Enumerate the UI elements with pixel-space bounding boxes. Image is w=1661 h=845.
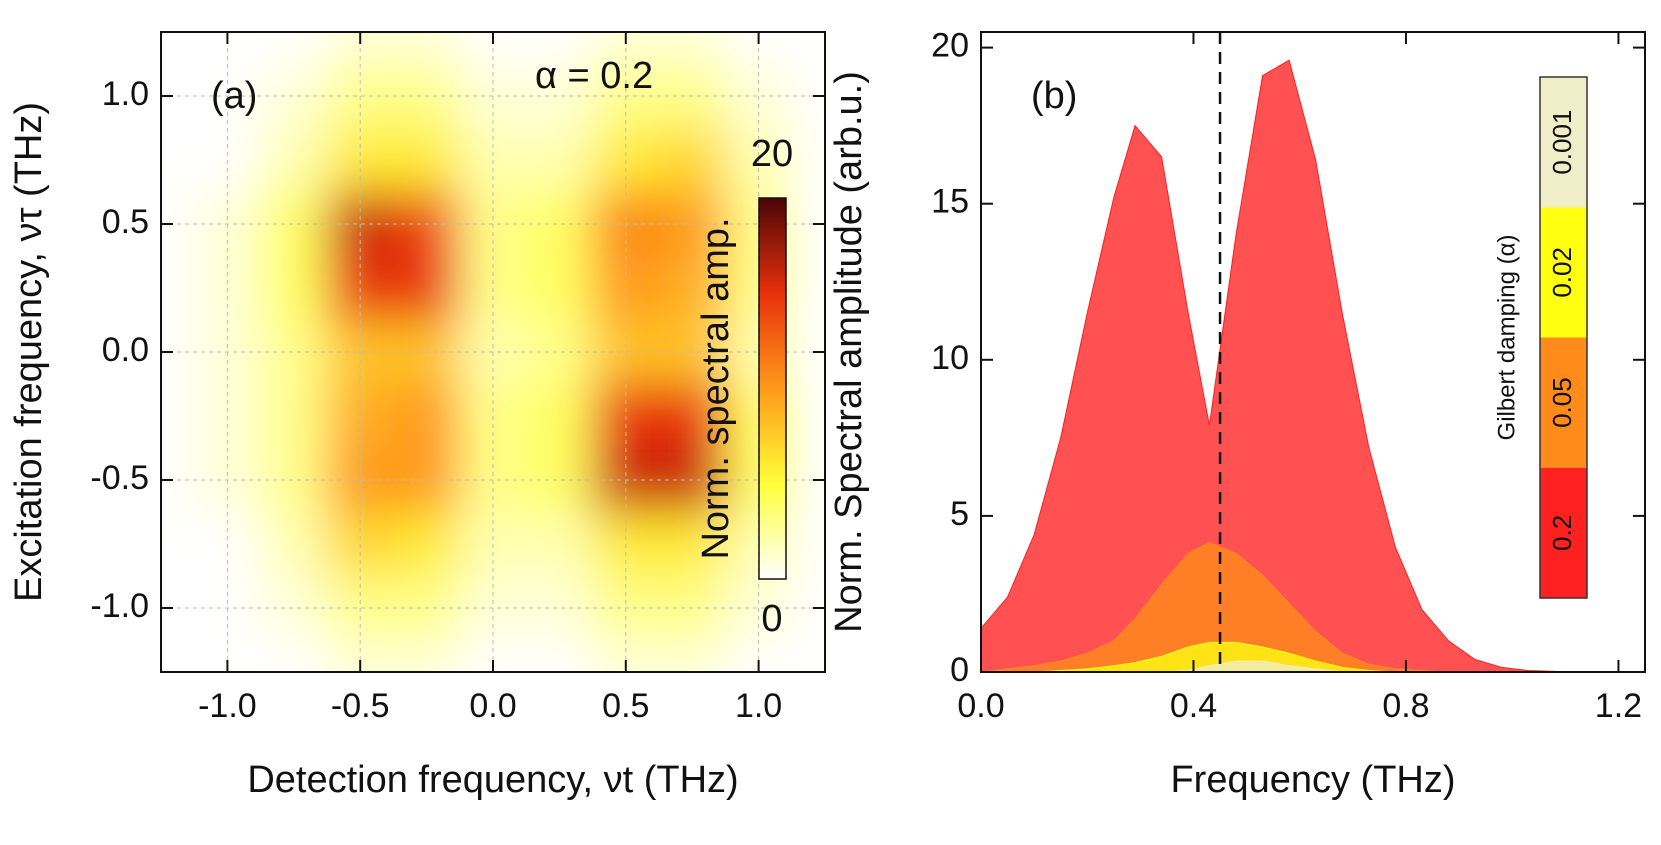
legend-label: 0.2	[1547, 515, 1577, 551]
legend-label: 0.05	[1547, 377, 1577, 428]
heatmap-cell	[791, 512, 825, 577]
heatmap-cell	[659, 640, 727, 672]
colorbar-tick-label: 20	[751, 133, 793, 175]
heatmap-cell	[161, 256, 196, 321]
plot-frame	[980, 31, 1646, 673]
heatmap-cell	[725, 64, 793, 129]
heatmap-cell	[260, 192, 328, 257]
heatmap-cell	[393, 640, 461, 672]
x-tick-label: 0.4	[1170, 687, 1217, 725]
y-tick-label: 0.0	[102, 331, 149, 369]
y-tick-label: 0.5	[102, 203, 149, 241]
y-tick-label: 10	[931, 339, 969, 377]
heatmap-cell	[725, 576, 793, 641]
heatmap-cell	[526, 384, 594, 449]
heatmap-cell	[526, 640, 594, 672]
plot-frame	[160, 31, 826, 673]
colorbar	[758, 197, 787, 580]
heatmap-cell	[393, 128, 461, 193]
heatmap-cell	[526, 448, 594, 513]
panel-label: (a)	[211, 75, 257, 117]
x-tick-label: 1.0	[735, 687, 782, 725]
heatmap-cell	[526, 128, 594, 193]
heatmap-cell	[526, 192, 594, 257]
x-tick-label: 0.5	[602, 687, 649, 725]
y-tick-label: -0.5	[90, 459, 149, 497]
x-tick-label: 0.0	[957, 687, 1004, 725]
y-axis-label: Excitation frequency, ντ (THz)	[8, 102, 50, 602]
legend-title: Gilbert damping (α)	[1493, 235, 1520, 441]
heatmap-cell	[725, 128, 793, 193]
heatmap-cell	[791, 128, 825, 193]
heatmap-cell	[260, 64, 328, 129]
y-tick-label: 0	[950, 651, 969, 689]
area	[980, 59, 1630, 673]
heatmap-cell	[260, 32, 328, 65]
legend-swatch	[1540, 77, 1587, 208]
y-tick-label: -1.0	[90, 587, 149, 625]
x-tick-label: -0.5	[331, 687, 390, 725]
heatmap-cell	[791, 256, 825, 321]
heatmap-cell	[659, 32, 727, 65]
x-axis-label: Detection frequency, νt (THz)	[247, 759, 738, 801]
panel-label: (b)	[1031, 75, 1077, 117]
heatmap-cell	[526, 512, 594, 577]
legend-label: 0.02	[1547, 247, 1577, 298]
heatmap-cell	[791, 32, 825, 65]
x-axis-label: Frequency (THz)	[1170, 759, 1455, 801]
heatmap-cell	[393, 512, 461, 577]
heatmap-cell	[659, 512, 727, 577]
colorbar-tick-label: 0	[761, 598, 782, 640]
legend-swatch	[1540, 207, 1587, 338]
heatmap-cell	[260, 448, 328, 513]
heatmap-cell	[260, 512, 328, 577]
x-tick-label: 0.8	[1382, 687, 1429, 725]
x-tick-label: 0.0	[469, 687, 516, 725]
heatmap-cell	[659, 128, 727, 193]
heatmap-cell	[161, 32, 196, 65]
annotation: α = 0.2	[535, 55, 653, 97]
heatmap-cell	[393, 32, 461, 65]
heatmap-cell	[260, 576, 328, 641]
heatmap-cell	[260, 640, 328, 672]
heatmap-cell	[161, 640, 196, 672]
heatmap-cell	[393, 384, 461, 449]
heatmap-cell	[260, 384, 328, 449]
colorbar-label: Norm. spectral amp.	[695, 217, 737, 559]
legend-swatch	[1540, 467, 1587, 598]
heatmap-cell	[260, 256, 328, 321]
heatmap-cell	[393, 256, 461, 321]
heatmap-cell	[260, 320, 328, 385]
y-tick-label: 20	[931, 27, 969, 65]
x-tick-label: -1.0	[198, 687, 257, 725]
heatmap-cell	[526, 32, 594, 65]
heatmap-cell	[161, 384, 196, 449]
heatmap-cell	[526, 256, 594, 321]
heatmap-cell	[791, 384, 825, 449]
legend-label: 0.001	[1547, 110, 1577, 175]
y-tick-label: 15	[931, 183, 969, 221]
heatmap-cell	[659, 384, 727, 449]
legend-frame	[1539, 76, 1588, 599]
heatmap-cell	[526, 320, 594, 385]
heatmap-cell	[161, 128, 196, 193]
heatmap-cell	[659, 256, 727, 321]
heatmap-cell	[161, 512, 196, 577]
x-tick-label: 1.2	[1595, 687, 1642, 725]
legend-swatch	[1540, 337, 1587, 468]
y-tick-label: 1.0	[102, 75, 149, 113]
heatmap-cell	[791, 640, 825, 672]
heatmap-cell	[260, 128, 328, 193]
y-tick-label: 5	[950, 495, 969, 533]
y-axis-label: Norm. Spectral amplitude (arb.u.)	[828, 71, 870, 633]
heatmap-cell	[526, 576, 594, 641]
